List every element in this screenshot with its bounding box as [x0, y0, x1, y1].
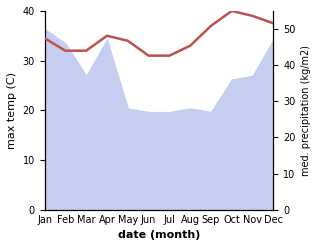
X-axis label: date (month): date (month) [118, 230, 200, 240]
Y-axis label: max temp (C): max temp (C) [7, 72, 17, 149]
Y-axis label: med. precipitation (kg/m2): med. precipitation (kg/m2) [301, 45, 311, 176]
